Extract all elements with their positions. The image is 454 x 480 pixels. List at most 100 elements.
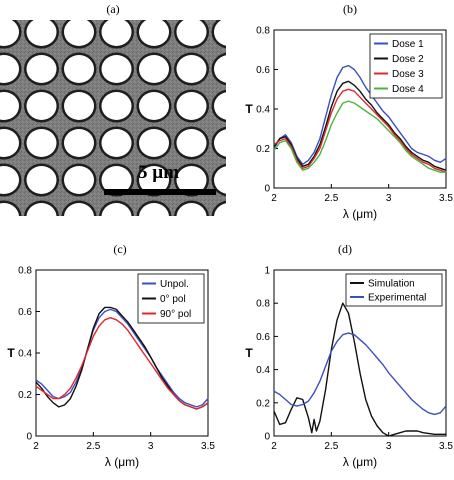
legend-box bbox=[369, 33, 443, 99]
hole-26 bbox=[176, 129, 207, 157]
hole-2 bbox=[64, 20, 94, 46]
series-line-experimental bbox=[273, 332, 447, 416]
hole-9 bbox=[64, 55, 94, 83]
y-axis-label: T bbox=[7, 346, 15, 360]
series-line-dose-2 bbox=[273, 80, 447, 171]
hole-41 bbox=[214, 203, 226, 216]
x-tick-label: 2.5 bbox=[86, 441, 100, 452]
panel-label-d: (d) bbox=[338, 242, 352, 256]
legend-label: Experimental bbox=[368, 293, 426, 304]
panel-label-c: (c) bbox=[113, 242, 126, 256]
y-tick-label: 0.4 bbox=[256, 105, 270, 116]
series-line-simulation bbox=[273, 302, 446, 437]
hole-1 bbox=[26, 20, 57, 46]
hole-8 bbox=[26, 55, 57, 83]
hole-3 bbox=[101, 20, 132, 46]
hole-15 bbox=[26, 92, 57, 120]
scale-bar: 5 µm bbox=[104, 162, 216, 195]
x-tick-label: 3 bbox=[386, 441, 392, 452]
hole-29 bbox=[26, 166, 57, 194]
hole-11 bbox=[139, 55, 169, 83]
y-tick-label: 0.6 bbox=[256, 332, 270, 343]
y-tick-label: 0.2 bbox=[256, 398, 270, 409]
legend-label: Dose 3 bbox=[392, 69, 424, 80]
legend-box bbox=[345, 273, 443, 307]
hole-10 bbox=[101, 55, 132, 83]
hole-5 bbox=[176, 20, 207, 46]
panel-label-a: (a) bbox=[106, 2, 119, 16]
y-tick-label: 0.2 bbox=[256, 144, 270, 155]
hole-4 bbox=[139, 20, 169, 46]
x-tick-label: 2.5 bbox=[324, 193, 338, 204]
series-line-dose-4 bbox=[273, 100, 446, 173]
hole-35 bbox=[0, 203, 19, 216]
chart-c: 2 2.5 3 3.5 0 0.2 0.4 0.6 0.8 λ (μm) T Unpol. 0° pol… bbox=[7, 266, 215, 470]
y-tick-label: 0.2 bbox=[18, 390, 32, 401]
scale-bar-label: 5 µm bbox=[138, 162, 179, 183]
hole-20 bbox=[214, 92, 226, 120]
hole-17 bbox=[101, 92, 132, 120]
hole-28 bbox=[0, 166, 19, 194]
hole-34 bbox=[214, 166, 226, 194]
y-tick-label: 0.4 bbox=[18, 349, 32, 360]
hole-32 bbox=[139, 166, 169, 194]
scale-bar-line bbox=[104, 189, 216, 195]
hole-14 bbox=[0, 92, 19, 120]
y-tick-label: 0.6 bbox=[18, 307, 32, 318]
x-tick-label: 2.5 bbox=[324, 441, 338, 452]
x-axis-label: λ (μm) bbox=[343, 455, 377, 469]
hole-23 bbox=[64, 129, 94, 157]
y-tick-label: 0.6 bbox=[256, 65, 270, 76]
legend-label: 90° pol bbox=[160, 309, 191, 320]
y-tick-label: 0.4 bbox=[256, 365, 270, 376]
hole-18 bbox=[139, 92, 169, 120]
hole-25 bbox=[139, 129, 169, 157]
x-tick-label: 2 bbox=[33, 441, 39, 452]
hole-33 bbox=[176, 166, 207, 194]
y-tick-label: 0 bbox=[264, 184, 270, 195]
hole-16 bbox=[64, 92, 94, 120]
legend-label: Dose 2 bbox=[392, 54, 424, 65]
hole-37 bbox=[64, 203, 94, 216]
plot-frame-d bbox=[273, 269, 447, 437]
x-tick-label: 3 bbox=[386, 193, 392, 204]
hole-40 bbox=[176, 203, 207, 216]
hole-30 bbox=[64, 166, 94, 194]
hole-0 bbox=[0, 20, 19, 46]
chart-d: 2 2.5 3 3.5 0 0.2 0.4 0.6 0.8 1 λ (μm) T Simulation E… bbox=[245, 266, 453, 470]
hole-19 bbox=[176, 92, 207, 120]
legend-label: Simulation bbox=[368, 279, 415, 290]
hole-6 bbox=[214, 20, 226, 46]
hole-array bbox=[0, 20, 226, 216]
hole-24 bbox=[101, 129, 132, 157]
x-axis-label: λ (μm) bbox=[343, 207, 377, 221]
hole-12 bbox=[176, 55, 207, 83]
hole-38 bbox=[101, 203, 132, 216]
hole-22 bbox=[26, 129, 57, 157]
hole-36 bbox=[26, 203, 57, 216]
sem-micrograph: 5 µm bbox=[0, 20, 226, 216]
legend-label: Dose 1 bbox=[392, 39, 424, 50]
hole-31 bbox=[101, 166, 132, 194]
chart-b: 2 2.5 3 3.5 0 0.2 0.4 0.6 0.8 λ (μm) T Dose 1 Dose 2… bbox=[245, 26, 453, 222]
y-tick-label: 0 bbox=[264, 432, 270, 443]
y-tick-label: 1 bbox=[264, 266, 270, 277]
y-axis-label: T bbox=[245, 102, 253, 116]
y-tick-label: 0 bbox=[26, 432, 32, 443]
hole-13 bbox=[214, 55, 226, 83]
hole-rim-41 bbox=[211, 200, 226, 216]
x-axis-label: λ (μm) bbox=[105, 455, 139, 469]
y-tick-label: 0.8 bbox=[18, 266, 32, 277]
x-tick-label: 3.5 bbox=[439, 441, 453, 452]
x-tick-label: 3.5 bbox=[439, 193, 453, 204]
series-line-dose-3 bbox=[273, 88, 447, 173]
series-line-90-pol bbox=[35, 317, 209, 410]
legend-label: 0° pol bbox=[160, 294, 186, 305]
panel-label-b: (b) bbox=[343, 2, 357, 16]
y-axis-label: T bbox=[245, 346, 253, 360]
x-tick-label: 3.5 bbox=[201, 441, 215, 452]
legend-label: Unpol. bbox=[160, 279, 189, 290]
y-tick-label: 0.8 bbox=[256, 26, 270, 37]
x-tick-label: 3 bbox=[148, 441, 154, 452]
